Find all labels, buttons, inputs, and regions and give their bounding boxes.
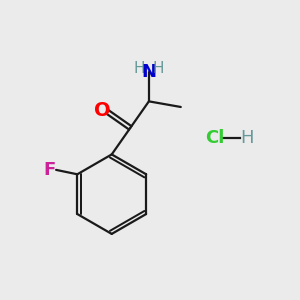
Text: H: H [134, 61, 145, 76]
Text: H: H [152, 61, 164, 76]
Text: Cl: Cl [205, 129, 224, 147]
Text: F: F [44, 161, 56, 179]
Text: N: N [141, 64, 156, 82]
Text: H: H [240, 129, 254, 147]
Text: O: O [94, 101, 110, 120]
